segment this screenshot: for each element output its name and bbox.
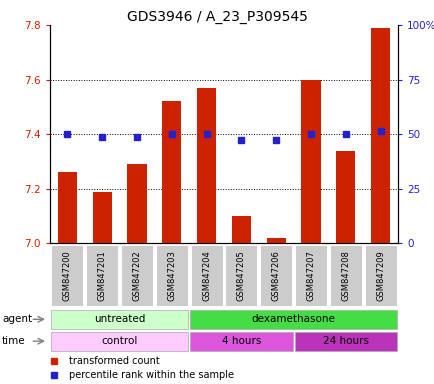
Text: time: time: [2, 336, 26, 346]
FancyBboxPatch shape: [51, 310, 188, 329]
Text: GSM847208: GSM847208: [341, 250, 349, 301]
FancyBboxPatch shape: [190, 245, 222, 306]
Text: GSM847206: GSM847206: [271, 250, 280, 301]
FancyBboxPatch shape: [155, 245, 187, 306]
Bar: [127, 164, 146, 243]
Text: GSM847200: GSM847200: [63, 250, 72, 301]
Text: GSM847204: GSM847204: [202, 250, 210, 301]
Text: GSM847202: GSM847202: [132, 250, 141, 301]
FancyBboxPatch shape: [51, 245, 83, 306]
Bar: [301, 79, 320, 243]
Text: GSM847205: GSM847205: [237, 250, 245, 301]
Text: GSM847209: GSM847209: [375, 250, 384, 301]
Text: transformed count: transformed count: [69, 356, 160, 366]
Text: percentile rank within the sample: percentile rank within the sample: [69, 371, 233, 381]
Bar: [335, 151, 355, 243]
FancyBboxPatch shape: [190, 310, 396, 329]
Text: untreated: untreated: [94, 314, 145, 324]
Bar: [231, 216, 250, 243]
FancyBboxPatch shape: [190, 331, 292, 351]
FancyBboxPatch shape: [329, 245, 361, 306]
FancyBboxPatch shape: [260, 245, 292, 306]
Bar: [370, 28, 389, 243]
Text: 4 hours: 4 hours: [221, 336, 260, 346]
Bar: [162, 101, 181, 243]
Text: GSM847207: GSM847207: [306, 250, 315, 301]
FancyBboxPatch shape: [294, 245, 326, 306]
Bar: [58, 172, 77, 243]
FancyBboxPatch shape: [51, 331, 188, 351]
Bar: [266, 238, 285, 243]
Text: 24 hours: 24 hours: [322, 336, 368, 346]
FancyBboxPatch shape: [294, 331, 396, 351]
Text: GSM847203: GSM847203: [167, 250, 176, 301]
Text: dexamethasone: dexamethasone: [251, 314, 335, 324]
Text: agent: agent: [2, 314, 32, 324]
Bar: [92, 192, 112, 243]
FancyBboxPatch shape: [86, 245, 118, 306]
FancyBboxPatch shape: [364, 245, 396, 306]
FancyBboxPatch shape: [121, 245, 153, 306]
Text: control: control: [101, 336, 138, 346]
Text: GDS3946 / A_23_P309545: GDS3946 / A_23_P309545: [127, 10, 307, 23]
Text: GSM847201: GSM847201: [98, 250, 106, 301]
Bar: [197, 88, 216, 243]
FancyBboxPatch shape: [225, 245, 257, 306]
